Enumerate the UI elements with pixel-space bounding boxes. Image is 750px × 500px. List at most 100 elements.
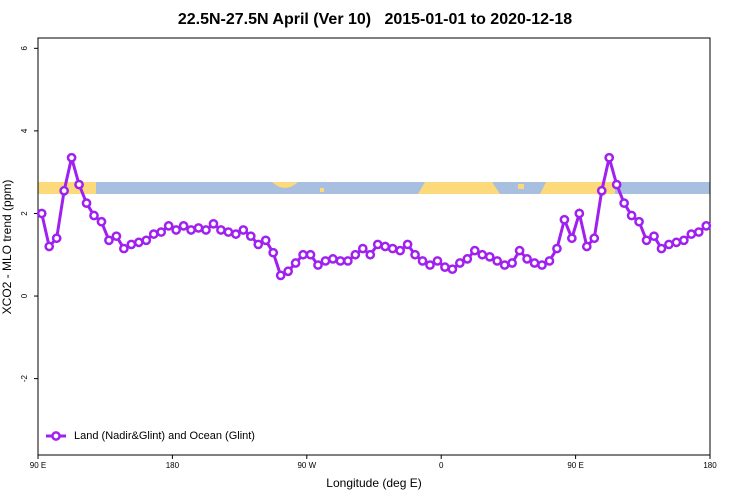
data-point [59,185,69,196]
data-point [477,249,488,260]
data-point [552,243,562,254]
data-point [432,256,443,266]
data-point [51,233,62,244]
y-axis-label: XCO2 - MLO trend (ppm) [0,180,14,315]
data-point [171,225,181,235]
data-point [133,237,144,248]
data-point [328,254,338,264]
data-point [499,260,510,270]
data-point [507,258,517,268]
data-point [567,233,577,244]
data-point [343,256,353,266]
plot-frame [37,37,711,456]
data-point [126,239,137,250]
data-point [492,256,503,266]
data-point [148,229,159,239]
data-point [350,249,361,260]
data-point [581,241,592,252]
data-point [619,198,629,208]
y-tick-label: 0 [20,293,29,298]
data-point [380,241,391,252]
data-point [320,256,331,266]
x-axis-label: Longitude (deg E) [326,476,421,490]
data-point [671,237,682,248]
data-point [701,221,712,231]
x-tick-label: 90 W [297,461,316,470]
data-point [455,258,465,268]
data-point [163,221,174,231]
data-point [305,249,316,260]
data-point [425,260,435,270]
data-point [596,185,607,196]
data-point [641,235,652,246]
data-point [417,256,428,266]
data-point [141,235,152,246]
data-point [387,243,398,254]
y-tick-label: -2 [20,375,29,383]
data-point [410,249,420,260]
data-point [238,225,249,235]
data-point [96,216,107,227]
x-tick-label: 90 E [567,461,583,470]
data-point [44,241,55,252]
data-point [119,243,129,254]
data-point [216,225,226,235]
data-point [649,231,659,242]
data-point [74,179,84,190]
data-point [111,231,122,242]
x-tick-label: 0 [439,461,444,470]
data-point [275,270,286,281]
data-point [268,247,279,258]
data-point [402,239,413,250]
data-point [484,251,495,262]
data-point [365,249,376,260]
data-point [335,256,346,266]
y-tick-label: 6 [20,46,29,51]
data-point [89,210,99,221]
data-point [514,245,525,256]
x-tick-label: 180 [166,461,180,470]
data-point [604,152,615,163]
data-point [626,210,637,221]
x-tick-label: 90 E [30,461,46,470]
data-point [611,179,622,190]
data-point [208,218,219,229]
data-point [104,235,114,246]
data-point [664,239,674,250]
data-point [559,214,570,225]
data-point [372,239,383,250]
y-tick-label: 4 [20,128,29,133]
data-point [537,260,547,270]
data-point [693,227,704,237]
data-point [186,225,196,235]
data-point [66,152,77,163]
chart-title: 22.5N-27.5N April (Ver 10) 2015-01-01 to… [178,11,572,28]
data-point [201,225,211,235]
data-point [357,243,368,254]
data-point [522,254,532,264]
data-point [679,235,689,246]
data-point [529,258,540,268]
data-point [574,208,585,219]
y-tick-label: 2 [20,211,29,216]
data-point [462,254,473,264]
data-point [193,223,204,233]
data-point [298,249,308,260]
data-point [36,208,47,219]
data-point [260,235,271,246]
data-point [686,229,697,239]
data-point [245,231,256,242]
data-point [231,229,241,239]
data-point [253,239,264,250]
data-point [440,262,450,272]
x-tick-label: 180 [703,461,717,470]
data-point [656,243,667,254]
data-point [589,233,600,244]
data-point [634,216,644,227]
data-point [447,264,458,275]
data-point [283,266,293,277]
data-point [223,227,234,237]
legend-marker [51,431,61,441]
data-point [544,256,555,266]
